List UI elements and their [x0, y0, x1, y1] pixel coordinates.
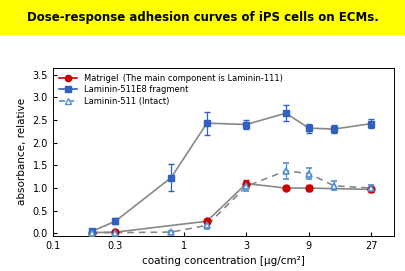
Y-axis label: absorbance, relative: absorbance, relative: [17, 98, 27, 205]
Legend: Matrigel  (The main component is Laminin-111), Laminin-511E8 fragment, Laminin-5: Matrigel (The main component is Laminin-…: [57, 72, 284, 108]
X-axis label: coating concentration [μg/cm²]: coating concentration [μg/cm²]: [141, 256, 304, 266]
Text: Dose-response adhesion curves of iPS cells on ECMs.: Dose-response adhesion curves of iPS cel…: [27, 11, 378, 24]
